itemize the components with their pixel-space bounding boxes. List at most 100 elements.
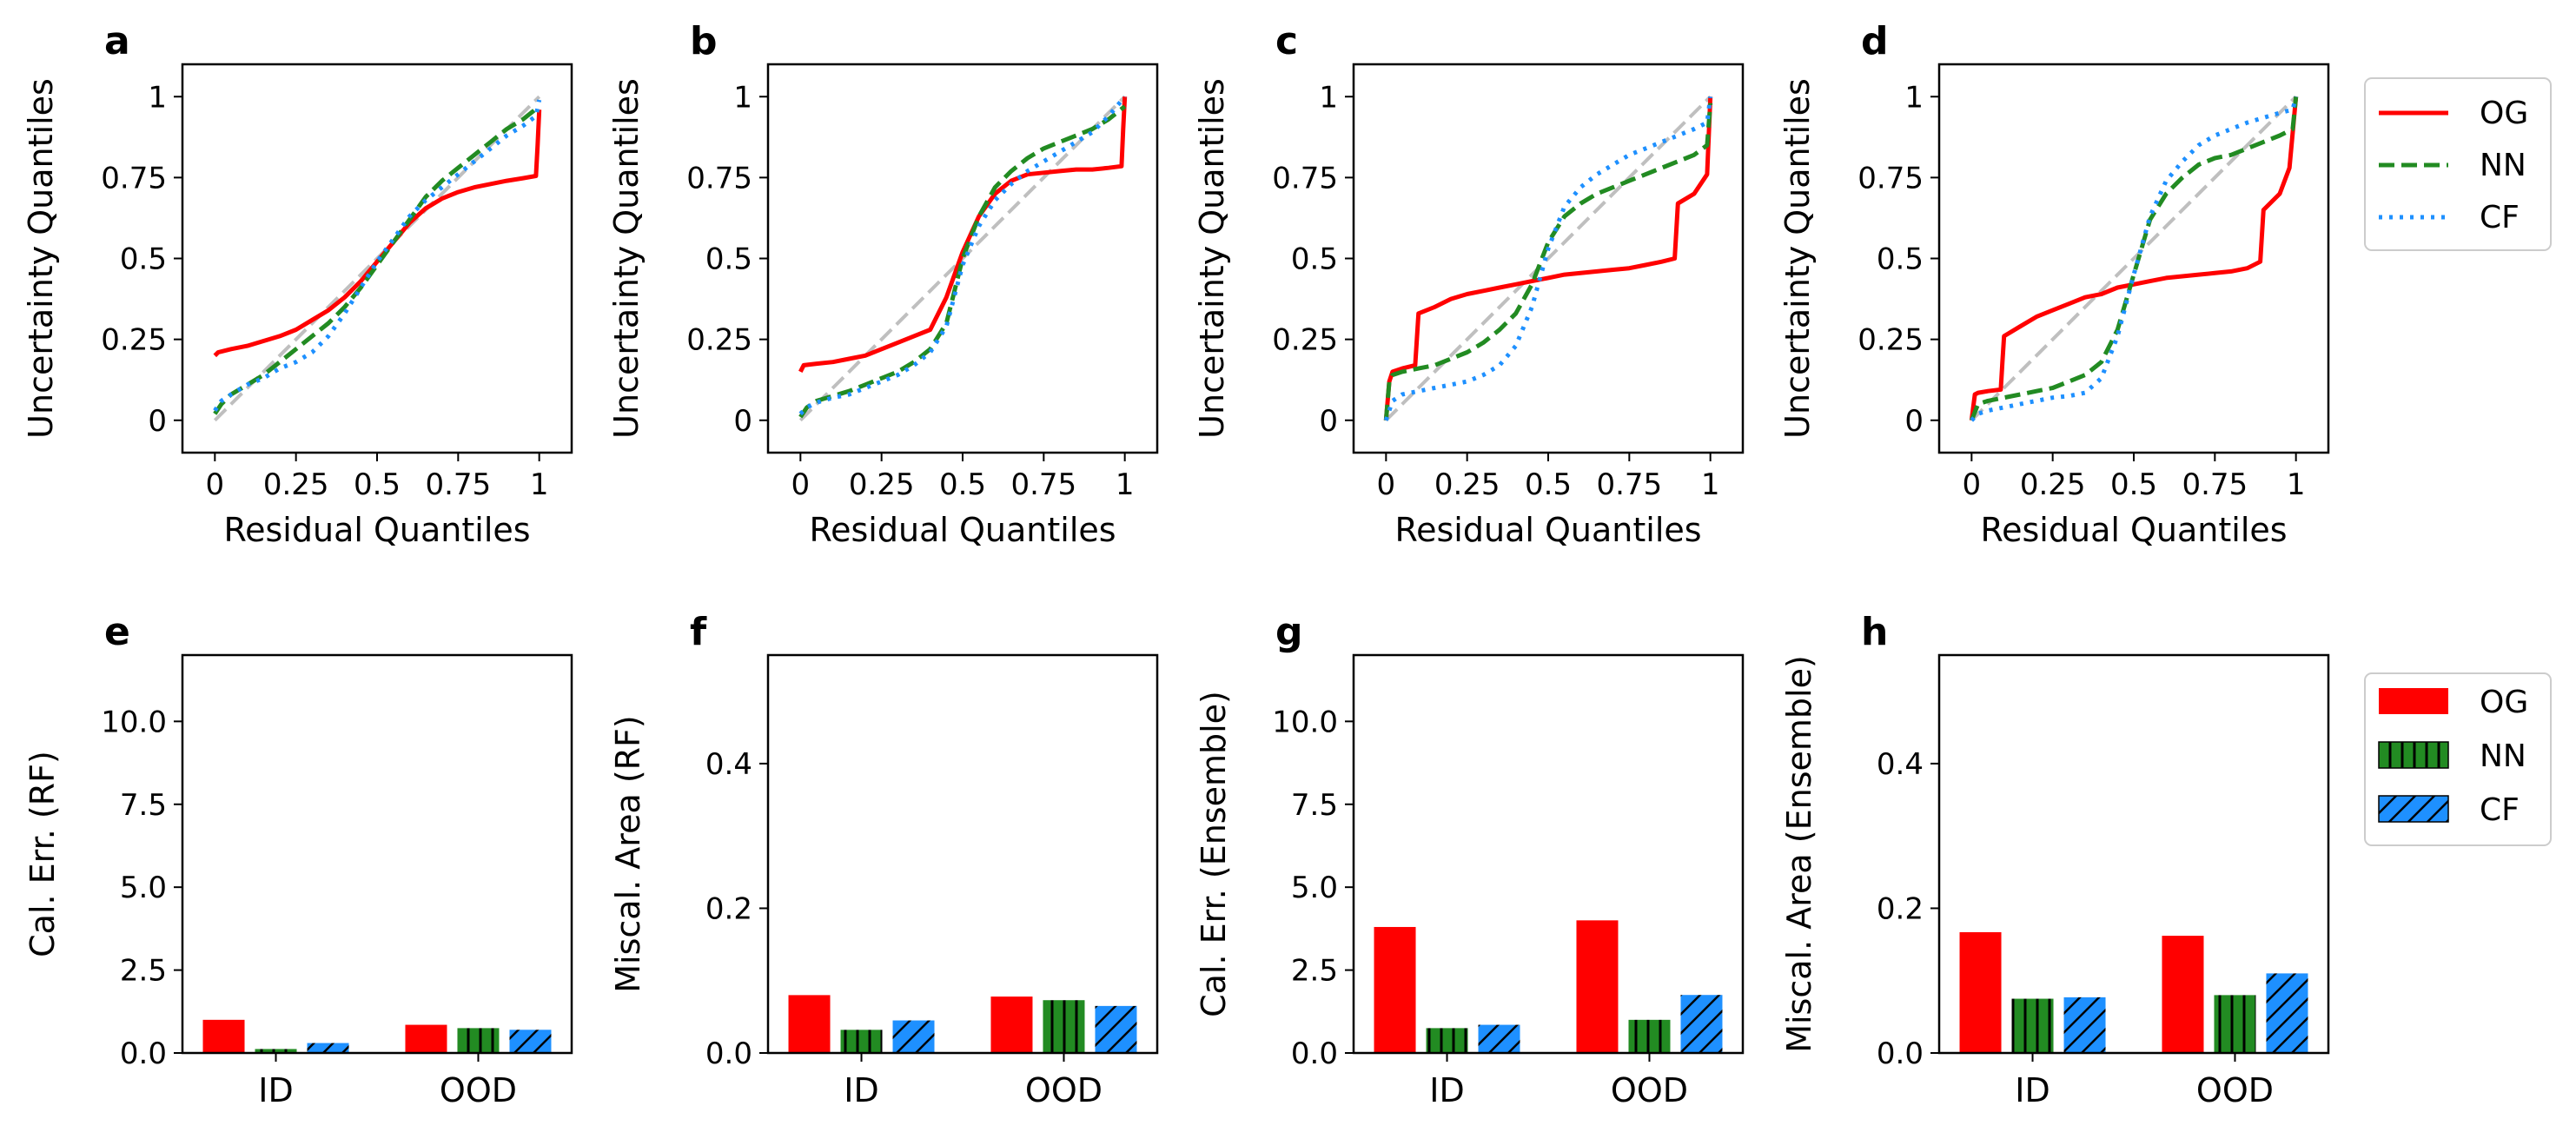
series-line-nn	[1969, 96, 2299, 421]
x-tick-label: 0	[1377, 467, 1396, 502]
bar-og-id	[202, 1019, 245, 1053]
bar-nn-ood	[457, 1028, 500, 1053]
x-axis-label: Residual Quantiles	[1980, 511, 2287, 549]
y-tick-label: 1	[733, 80, 752, 115]
plot-frame	[1937, 653, 2330, 1055]
x-category-label: OOD	[1025, 1071, 1103, 1109]
x-tick-label: 0.25	[263, 467, 329, 502]
y-axis-label: Cal. Err. (Ensemble)	[1195, 691, 1233, 1017]
y-tick-label: 0.5	[705, 242, 752, 277]
panel-e: e 0.0 2.5 5.0 7.5 10.0 Cal. Err. (RF) ID OOD	[23, 610, 573, 1109]
legend-bottom-og-label: OG	[2480, 685, 2528, 720]
series-line-og	[1383, 96, 1713, 421]
y-tick-label: 0.5	[1291, 242, 1338, 277]
bar-cf-ood	[1680, 995, 1723, 1053]
y-tick-label: 0.25	[101, 323, 167, 358]
panel-letter-d: d	[1861, 19, 1889, 63]
legend-bottom-cf-swatch	[2378, 795, 2449, 823]
y-tick-label: 0.0	[120, 1036, 167, 1071]
panel-letter-h: h	[1861, 610, 1888, 654]
y-tick-label: 7.5	[120, 788, 167, 823]
series-line-cf	[1383, 96, 1713, 421]
x-tick-label: 0.75	[2182, 467, 2248, 502]
x-tick-label: 0.75	[1596, 467, 1662, 502]
plot-frame	[766, 63, 1159, 454]
plot-frame	[1352, 653, 1745, 1055]
y-axis-label: Cal. Err. (RF)	[23, 751, 62, 957]
legend-top-nn-label: NN	[2480, 148, 2526, 183]
x-tick-label: 0.5	[2110, 467, 2157, 502]
x-category-label: ID	[1429, 1071, 1464, 1109]
x-tick-label: 1	[530, 467, 549, 502]
y-tick-label: 0.2	[1877, 891, 1924, 926]
x-tick-label: 0	[206, 467, 225, 502]
bar-og-id	[788, 995, 831, 1053]
bar-nn-ood	[1628, 1019, 1671, 1053]
y-tick-label: 1	[1904, 80, 1924, 115]
y-tick-label: 0	[1319, 404, 1338, 439]
y-tick-label: 10.0	[1272, 705, 1338, 739]
series-line-nn	[1383, 103, 1713, 421]
bar-nn-id	[840, 1030, 883, 1053]
y-axis-label: Miscal. Area (RF)	[609, 715, 647, 992]
y-tick-label: 0.75	[686, 161, 752, 195]
y-tick-label: 2.5	[120, 954, 167, 989]
bar-nn-ood	[1043, 1000, 1085, 1053]
y-tick-label: 0.0	[1291, 1036, 1338, 1071]
y-tick-label: 0.75	[101, 161, 167, 195]
panel-h: h 0.0 0.2 0.4 Miscal. Area (Ensemble) ID OOD	[1780, 610, 2330, 1109]
y-axis-label: Uncertainty Quantiles	[1778, 78, 1817, 439]
diagonal-reference-line	[1384, 95, 1712, 422]
y-tick-label: 0.25	[686, 323, 752, 358]
x-tick-label: 1	[1701, 467, 1720, 502]
y-tick-label: 0.75	[1858, 161, 1924, 195]
panel-letter-b: b	[690, 19, 718, 63]
panel-letter-c: c	[1275, 19, 1298, 63]
panel-f: f 0.0 0.2 0.4 Miscal. Area (RF) ID OOD	[609, 610, 1159, 1109]
x-tick-label: 0.25	[1434, 467, 1500, 502]
legend-bottom-og-swatch	[2379, 688, 2448, 714]
panel-letter-e: e	[104, 610, 130, 654]
x-axis-label: Residual Quantiles	[809, 511, 1116, 549]
legend-top-og-label: OG	[2480, 96, 2528, 131]
bar-og-id	[1374, 926, 1416, 1053]
bar-nn-id	[2011, 998, 2054, 1053]
legend-top-cf-label: CF	[2480, 200, 2520, 235]
legend-bottom-nn-label: NN	[2480, 738, 2526, 774]
panel-d: d 0 0.25 0.5 0.75 1 Uncertainty Quantiles 0 0.25…	[1778, 19, 2330, 549]
x-tick-label: 0.75	[425, 467, 491, 502]
panel-g: g 0.0 2.5 5.0 7.5 10.0 Cal. Err. (Ensemble) ID O…	[1195, 610, 1745, 1109]
x-category-label: ID	[2015, 1071, 2050, 1109]
x-category-label: OOD	[2196, 1071, 2274, 1109]
plot-frame	[766, 653, 1159, 1055]
plot-frame	[1352, 63, 1745, 454]
y-tick-label: 5.0	[120, 871, 167, 905]
x-tick-label: 0.75	[1010, 467, 1076, 502]
bar-og-id	[1959, 931, 2002, 1053]
bar-cf-id	[2063, 997, 2106, 1053]
x-tick-label: 1	[2287, 467, 2306, 502]
y-tick-label: 0.25	[1272, 323, 1338, 358]
y-tick-label: 0.0	[1877, 1036, 1924, 1071]
panel-c: c 0 0.25 0.5 0.75 1 Uncertainty Quantiles 0 0.25…	[1193, 19, 1745, 549]
bar-nn-ood	[2214, 995, 2256, 1053]
series-line-cf	[213, 99, 542, 412]
panel-a: a 0 0.25 0.5 0.75 1 Uncertainty Quantiles 0 0.25…	[22, 19, 573, 549]
legend-bottom-nn-swatch	[2378, 741, 2449, 769]
plot-frame	[181, 63, 573, 454]
x-category-label: OOD	[1611, 1071, 1688, 1109]
bar-cf-ood	[1095, 1005, 1137, 1053]
plot-frame	[1937, 63, 2330, 454]
y-tick-label: 2.5	[1291, 954, 1338, 989]
y-tick-label: 10.0	[101, 705, 167, 739]
y-tick-label: 0.5	[120, 242, 167, 277]
bar-og-ood	[1576, 920, 1619, 1053]
y-tick-label: 0.2	[705, 891, 752, 926]
y-tick-label: 5.0	[1291, 871, 1338, 905]
legend-bottom-cf-label: CF	[2480, 792, 2520, 828]
y-tick-label: 0.4	[705, 747, 752, 782]
x-axis-label: Residual Quantiles	[1394, 511, 1701, 549]
y-axis-label: Uncertainty Quantiles	[22, 78, 60, 439]
bar-cf-ood	[509, 1030, 552, 1053]
y-tick-label: 7.5	[1291, 788, 1338, 823]
